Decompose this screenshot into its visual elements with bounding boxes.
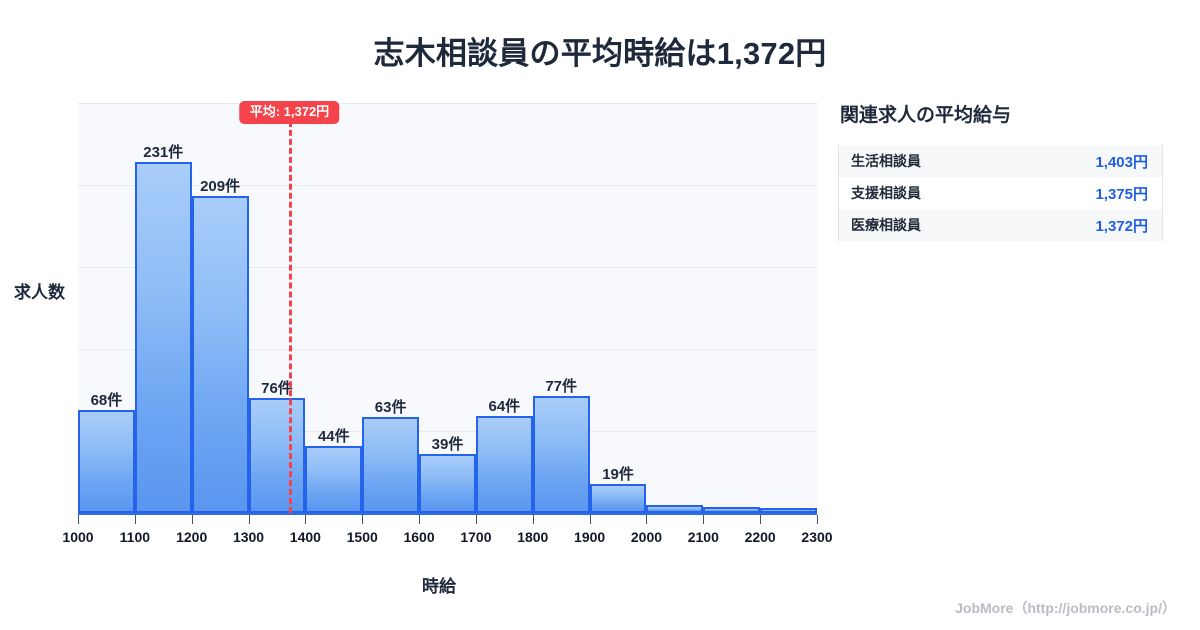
salary-table-row[interactable]: 生活相談員 1,403円 (839, 145, 1162, 177)
x-axis-tick (646, 515, 648, 524)
x-axis-tick-label: 1100 (119, 529, 151, 545)
x-axis-tick-label: 1300 (232, 529, 265, 545)
gridline (78, 349, 817, 350)
x-axis-tick (248, 515, 250, 524)
x-axis-tick (532, 515, 534, 524)
page-title: 志木相談員の平均時給は1,372円 (373, 36, 827, 71)
salary-amount: 1,375円 (1095, 185, 1148, 203)
bar[interactable] (419, 454, 476, 513)
bar[interactable] (475, 416, 533, 513)
bar[interactable] (134, 162, 192, 513)
bar-value-label: 44件 (317, 428, 350, 445)
x-axis-tick (305, 515, 307, 524)
x-axis-tick (134, 515, 136, 524)
bar[interactable] (760, 508, 817, 513)
gridline (78, 267, 817, 268)
x-axis-tick (760, 515, 762, 524)
x-axis-tick (703, 515, 705, 524)
x-axis-tick (817, 515, 818, 524)
salary-job-title: 医療相談員 (851, 217, 921, 233)
bar[interactable] (646, 505, 704, 513)
bar[interactable] (532, 396, 590, 513)
x-axis-tick (589, 515, 591, 524)
x-axis-tick (78, 515, 79, 524)
x-axis-tick (191, 515, 193, 524)
bar[interactable] (362, 417, 420, 513)
bar[interactable] (589, 484, 647, 513)
footer-watermark: JobMore（http://jobmore.co.jp/） (955, 600, 1176, 616)
bar-value-label: 39件 (431, 436, 464, 453)
x-axis-tick-label: 1600 (403, 529, 435, 545)
gridline (78, 185, 817, 186)
related-salary-panel: 関連求人の平均給与 生活相談員 1,403円支援相談員 1,375円医療相談員 1,3… (838, 100, 1168, 241)
x-axis-tick-label: 2300 (801, 529, 833, 545)
bar-value-label: 19件 (602, 466, 634, 483)
salary-table-row[interactable]: 医療相談員 1,372円 (839, 209, 1162, 241)
x-axis-tick-label: 1400 (289, 529, 321, 545)
x-axis-tick-label: 1800 (517, 529, 549, 545)
x-axis-tick-label: 1500 (346, 529, 378, 545)
x-axis-tick-label: 1900 (574, 529, 606, 545)
salary-amount: 1,403円 (1095, 153, 1148, 171)
average-marker-badge: 平均: 1,372円 (239, 101, 340, 125)
y-axis-title: 求人数 (14, 283, 65, 302)
bar[interactable] (305, 446, 363, 513)
x-axis-tick-label: 2200 (744, 529, 776, 545)
bar-value-label: 77件 (545, 378, 578, 395)
x-axis-tick-label: 1700 (460, 529, 492, 545)
bar-value-label: 63件 (374, 399, 407, 416)
related-salary-table: 生活相談員 1,403円支援相談員 1,375円医療相談員 1,372円 (838, 145, 1163, 241)
x-axis-tick (362, 515, 364, 524)
bar-value-label: 64件 (488, 398, 521, 415)
x-axis-tick (475, 515, 477, 524)
bar-value-label: 68件 (90, 392, 123, 409)
salary-table-row[interactable]: 支援相談員 1,375円 (839, 177, 1162, 209)
x-axis-title: 時給 (422, 577, 456, 596)
salary-job-title: 支援相談員 (851, 185, 921, 201)
bar[interactable] (191, 196, 249, 513)
bar-value-label: 76件 (261, 380, 293, 397)
salary-amount: 1,372円 (1095, 217, 1148, 235)
x-axis-tick (419, 515, 421, 524)
histogram-chart: 68件 231件 209件 76件 44件 63件 39件 64件 77件 19件 1000 1100… (0, 95, 833, 595)
related-salary-title: 関連求人の平均給与 (840, 105, 1012, 126)
x-axis-tick-label: 1000 (62, 529, 94, 545)
x-axis-tick-label: 2000 (630, 529, 663, 545)
gridline (78, 431, 817, 432)
bar-value-label: 209件 (200, 178, 241, 195)
bar-value-label: 231件 (143, 144, 184, 161)
average-marker-line (289, 103, 293, 513)
x-axis-tick-label: 1200 (176, 529, 208, 545)
gridline (78, 103, 817, 104)
bar[interactable] (78, 410, 135, 513)
bar[interactable] (248, 398, 306, 513)
x-axis-line (78, 513, 817, 515)
x-axis-tick-label: 2100 (687, 529, 719, 545)
bar[interactable] (703, 507, 761, 513)
salary-job-title: 生活相談員 (851, 153, 921, 169)
